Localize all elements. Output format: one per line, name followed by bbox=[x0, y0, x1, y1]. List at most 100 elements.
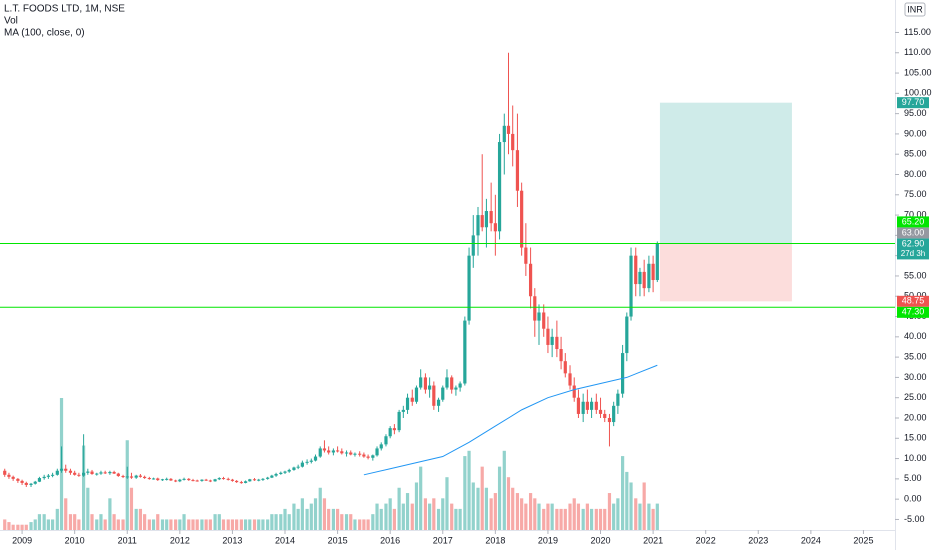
y-tick-label: 95.00 bbox=[904, 108, 927, 118]
candle-body bbox=[29, 483, 33, 485]
volume-bar bbox=[257, 519, 261, 530]
candle-body bbox=[318, 448, 322, 457]
volume-bar bbox=[476, 487, 480, 530]
y-tick-label: 5.00 bbox=[904, 473, 922, 483]
x-tick-label: 2020 bbox=[591, 535, 611, 545]
volume-bar bbox=[252, 519, 257, 530]
volume-bar bbox=[129, 487, 134, 530]
candle-body bbox=[537, 312, 541, 321]
candle-body bbox=[576, 397, 581, 414]
price-label: 48.75 bbox=[902, 296, 925, 306]
volume-bar bbox=[568, 503, 572, 530]
volume-bar bbox=[86, 487, 90, 530]
candle-body bbox=[174, 480, 178, 482]
y-tick-label: 0.00 bbox=[904, 494, 922, 504]
candle-body bbox=[384, 436, 388, 445]
candle-body bbox=[50, 474, 55, 476]
candle-body bbox=[476, 215, 480, 236]
candle-body bbox=[266, 477, 270, 479]
volume-bar bbox=[585, 503, 589, 530]
volume-bar bbox=[313, 498, 318, 530]
volume-bar bbox=[581, 508, 585, 530]
volume-bar bbox=[537, 503, 541, 530]
candle-body bbox=[239, 482, 243, 484]
volume-bar bbox=[621, 456, 625, 530]
y-tick-label: 20.00 bbox=[904, 412, 927, 422]
volume-bar bbox=[243, 519, 248, 530]
currency-box[interactable] bbox=[904, 2, 926, 17]
volume-bar bbox=[160, 519, 165, 530]
candle-body bbox=[546, 328, 550, 345]
volume-bar bbox=[300, 498, 304, 530]
volume-bar bbox=[598, 508, 603, 530]
candle-body bbox=[33, 481, 37, 484]
candle-body bbox=[497, 142, 502, 232]
candle-body bbox=[467, 255, 471, 321]
candle-body bbox=[42, 476, 46, 479]
candle-body bbox=[59, 468, 64, 471]
volume-bar bbox=[371, 514, 375, 530]
volume-bar bbox=[143, 514, 147, 530]
candle-body bbox=[68, 470, 73, 473]
candle-body bbox=[607, 417, 612, 423]
volume-bar bbox=[187, 519, 191, 530]
y-tick-label: 50.00 bbox=[904, 291, 927, 301]
candle-body bbox=[138, 475, 143, 477]
volume-bar bbox=[559, 508, 563, 530]
candle-body bbox=[169, 478, 173, 481]
y-tick-label: -5.00 bbox=[904, 514, 925, 524]
x-tick-label: 2015 bbox=[328, 535, 348, 545]
candle-body bbox=[379, 444, 383, 449]
currency[interactable]: INR bbox=[907, 4, 923, 14]
candle-body bbox=[441, 387, 445, 400]
volume-bar bbox=[108, 498, 112, 530]
volume-bar bbox=[366, 519, 370, 530]
candle-body bbox=[134, 475, 138, 478]
volume-bar bbox=[493, 493, 497, 530]
candle-body bbox=[221, 478, 226, 480]
volume-bar bbox=[221, 519, 226, 530]
candle-body bbox=[125, 476, 129, 478]
volume-bar bbox=[603, 508, 607, 530]
x-tick-label: 2016 bbox=[380, 535, 400, 545]
candle-body bbox=[46, 475, 50, 477]
volume-bar bbox=[555, 508, 559, 530]
price-label: 62.90 bbox=[902, 238, 925, 248]
candle-body bbox=[603, 413, 607, 418]
volume-bar bbox=[384, 503, 388, 530]
volume-bar bbox=[208, 519, 212, 530]
volume-bar bbox=[7, 522, 11, 530]
candle-body bbox=[419, 377, 423, 388]
price-label: 63.00 bbox=[902, 227, 925, 237]
candle-body bbox=[550, 336, 554, 345]
volume-bar bbox=[134, 508, 138, 530]
volume-bar bbox=[454, 508, 458, 530]
volume-bar bbox=[305, 508, 309, 530]
volume-bar bbox=[248, 519, 252, 530]
candle-body bbox=[428, 385, 432, 390]
volume-bar bbox=[379, 508, 383, 530]
candle-body bbox=[296, 466, 300, 468]
candle-body bbox=[182, 478, 186, 480]
volume-bar bbox=[182, 514, 186, 530]
volume-bar bbox=[607, 493, 612, 530]
volume-bar bbox=[68, 514, 73, 530]
volume-bar bbox=[612, 503, 616, 530]
volume-bar bbox=[121, 519, 125, 530]
candle-body bbox=[349, 452, 353, 455]
volume-bar bbox=[528, 493, 533, 530]
candle-body bbox=[230, 479, 235, 481]
volume-bar bbox=[138, 508, 143, 530]
candle-body bbox=[270, 475, 274, 478]
candle-body bbox=[594, 401, 598, 410]
volume-bar bbox=[432, 498, 436, 530]
candle-body bbox=[143, 476, 147, 479]
y-tick-label: 110.00 bbox=[904, 47, 931, 57]
candle-body bbox=[24, 482, 28, 485]
volume-bar bbox=[116, 519, 120, 530]
volume-bar bbox=[625, 471, 629, 530]
candle-body bbox=[647, 263, 651, 289]
price-label-bg bbox=[897, 306, 929, 318]
volume-bar bbox=[24, 524, 28, 530]
x-tick-label: 2022 bbox=[696, 535, 716, 545]
